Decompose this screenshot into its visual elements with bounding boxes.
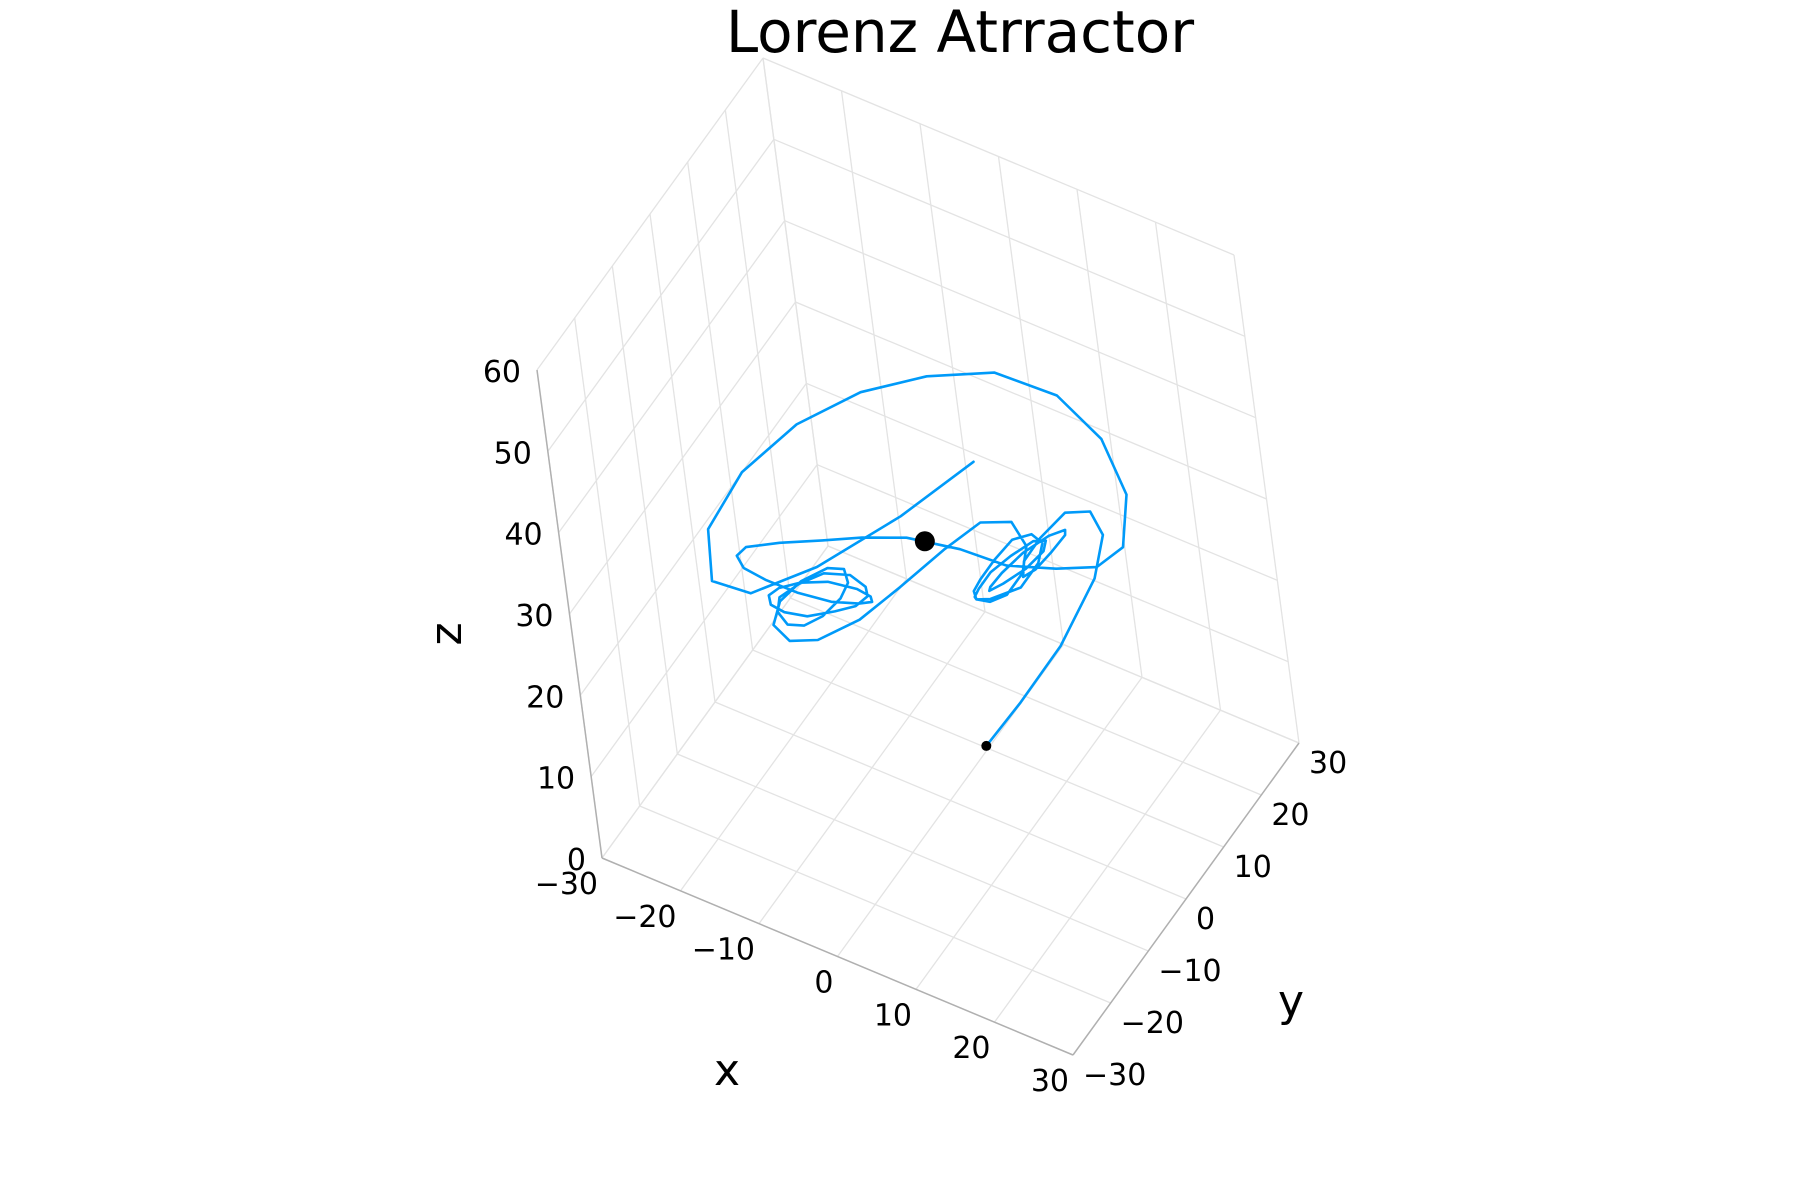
z-tick-label: 20 [526, 680, 564, 715]
y-tick-label: −10 [1158, 954, 1221, 989]
x-axis-label: x [714, 1045, 740, 1096]
y-tick-label: −30 [1083, 1058, 1146, 1093]
grid-line [568, 301, 797, 615]
grid-line [795, 301, 1267, 500]
grid-line [816, 464, 1289, 663]
x-tick-label: −10 [692, 933, 755, 968]
z-tick-label: 0 [567, 843, 586, 878]
chart-title: Lorenz Atrractor [726, 0, 1194, 66]
trajectory-line [706, 371, 1128, 748]
grid-line [762, 57, 1235, 256]
y-tick-label: 20 [1271, 798, 1309, 833]
x-tick-label: 10 [874, 998, 912, 1033]
grid-line [639, 805, 1111, 1004]
grid-line [784, 220, 1256, 419]
series [706, 371, 1128, 751]
grid-line [536, 57, 764, 371]
x-axis-line [601, 857, 1074, 1056]
y-axis-line [1072, 742, 1300, 1056]
grid-line [601, 545, 829, 859]
grid-line [547, 138, 775, 452]
z-axis-line [536, 369, 603, 859]
y-tick-label: 10 [1234, 850, 1272, 885]
grid-line [579, 382, 807, 696]
z-tick-label: 40 [504, 518, 542, 553]
y-tick-label: −20 [1121, 1006, 1184, 1041]
y-tick-label: 0 [1196, 902, 1215, 937]
z-tick-label: 30 [515, 599, 553, 634]
x-tick-label: −30 [535, 867, 598, 902]
z-tick-label: 50 [494, 436, 532, 471]
x-tick-label: 20 [952, 1031, 990, 1066]
grid-line [590, 464, 818, 778]
z-axis-label: z [421, 622, 472, 645]
x-tick-label: 30 [1031, 1064, 1069, 1099]
y-tick-label: 30 [1309, 746, 1347, 781]
z-tick-label: 10 [537, 762, 575, 797]
grid-line [806, 382, 1278, 581]
z-tick-label: 60 [483, 355, 521, 390]
grid-line [714, 701, 1187, 900]
grid-line [558, 220, 786, 534]
grid-line [827, 545, 1300, 744]
end-point [914, 531, 935, 552]
grid-line [773, 138, 1246, 337]
grid-line [677, 753, 1149, 952]
x-tick-label: 0 [814, 966, 833, 1001]
y-axis-label: y [1278, 976, 1304, 1027]
start-point [981, 740, 992, 751]
x-tick-label: −20 [613, 900, 676, 935]
